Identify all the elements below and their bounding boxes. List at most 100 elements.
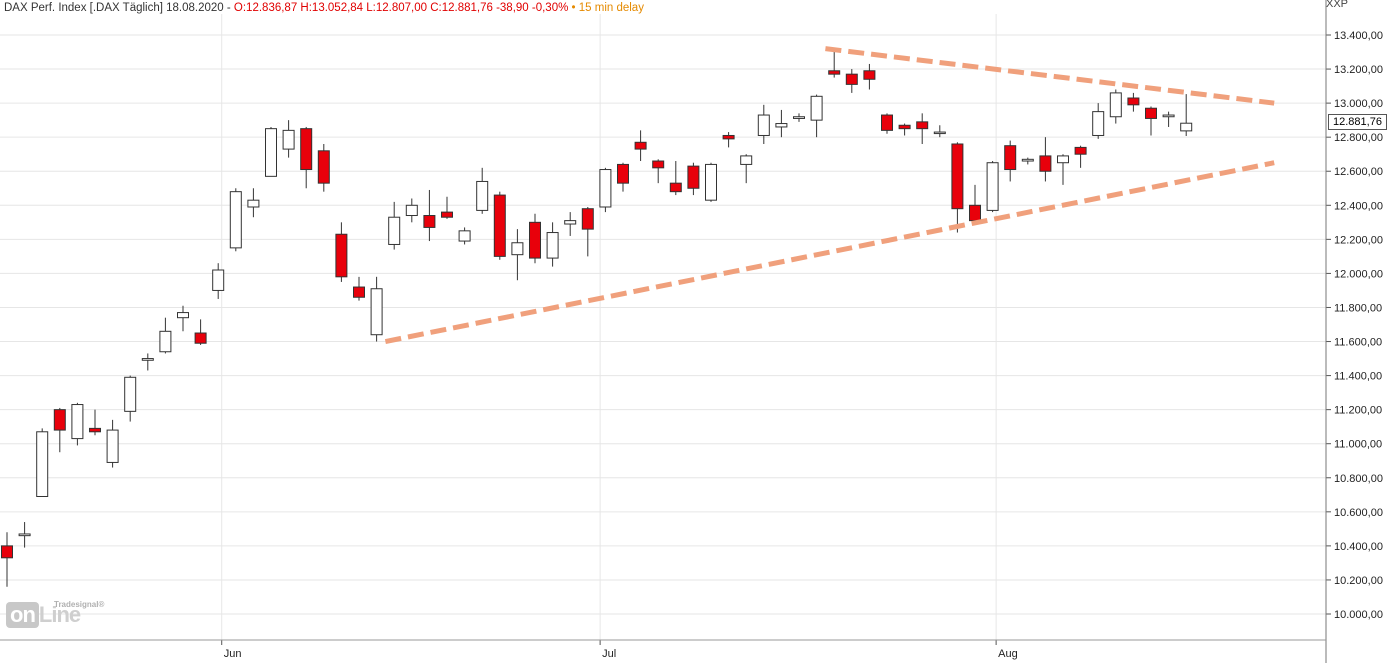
- candle-down: [951, 143, 964, 210]
- candle-up: [177, 312, 189, 319]
- x-tick-label: Jul: [602, 648, 616, 660]
- candle-up: [1180, 122, 1193, 132]
- y-tick-label: 12.000,00: [1334, 268, 1383, 280]
- y-tick-label: 10.000,00: [1334, 609, 1383, 621]
- candle-up: [370, 288, 383, 336]
- candle-down: [300, 128, 313, 171]
- tradesignal-logo: on Line Tradesignal®: [6, 600, 104, 628]
- candle-down: [617, 163, 629, 184]
- candle-up: [212, 269, 225, 291]
- candle-up: [282, 129, 295, 150]
- candle-up: [757, 114, 770, 136]
- x-tick-label: Jun: [224, 648, 242, 660]
- y-tick-label: 13.200,00: [1334, 64, 1383, 76]
- candle-up: [36, 431, 49, 497]
- y-tick-label: 13.400,00: [1334, 30, 1383, 42]
- candle-up: [705, 163, 717, 201]
- candle-down: [916, 121, 929, 130]
- candle-up: [18, 533, 31, 537]
- trendline: [384, 160, 1275, 344]
- candle-down: [1, 545, 13, 559]
- candle-down: [194, 332, 207, 344]
- y-tick-label: 11.800,00: [1334, 302, 1382, 314]
- candle-up: [247, 199, 260, 208]
- candle-up: [511, 242, 524, 256]
- y-tick-label: 10.400,00: [1334, 541, 1383, 553]
- last-price-label: 12.881,76: [1328, 114, 1387, 131]
- candle-up: [793, 116, 805, 119]
- y-tick-label: 11.000,00: [1334, 439, 1382, 451]
- candle-down: [1074, 146, 1087, 155]
- y-tick-label: 13.000,00: [1334, 98, 1383, 110]
- logo-prefix: on: [6, 602, 39, 628]
- logo-suffix: Line: [38, 602, 81, 627]
- candle-up: [564, 220, 577, 225]
- candle-up: [458, 230, 471, 242]
- candle-up: [933, 131, 946, 135]
- delay-note: • 15 min delay: [571, 2, 644, 14]
- candle-down: [1145, 107, 1157, 119]
- candle-up: [810, 95, 823, 121]
- y-tick-label: 12.400,00: [1334, 200, 1383, 212]
- candle-down: [863, 70, 876, 80]
- y-tick-label: 10.200,00: [1334, 575, 1383, 587]
- candle-down: [1039, 155, 1052, 172]
- candle-up: [106, 429, 119, 463]
- candle-down: [634, 141, 647, 150]
- ohlc-values: O:12.836,87 H:13.052,84 L:12.807,00 C:12…: [233, 2, 569, 14]
- chart-header: DAX Perf. Index [.DAX Täglich] 18.08.202…: [4, 2, 644, 14]
- candle-up: [476, 180, 489, 211]
- candle-down: [652, 160, 665, 169]
- candle-up: [1021, 158, 1034, 162]
- trendline: [825, 46, 1275, 106]
- candle-up: [71, 404, 84, 440]
- candle-down: [53, 409, 66, 431]
- candle-up: [546, 232, 559, 259]
- candle-down: [423, 215, 436, 228]
- candle-down: [317, 150, 330, 184]
- candle-up: [986, 162, 999, 211]
- candle-up: [775, 123, 788, 128]
- candle-down: [722, 134, 735, 140]
- candle-down: [89, 427, 101, 433]
- candle-up: [265, 128, 277, 177]
- candle-down: [529, 221, 541, 259]
- candle-up: [1057, 155, 1069, 164]
- candle-down: [493, 194, 506, 257]
- candle-down: [1004, 145, 1017, 171]
- candle-up: [1092, 111, 1105, 136]
- y-tick-label: 11.600,00: [1334, 337, 1382, 349]
- candle-down: [828, 70, 841, 75]
- candle-down: [669, 182, 682, 193]
- y-tick-label: 11.200,00: [1334, 405, 1382, 417]
- candle-up: [740, 155, 753, 165]
- candle-down: [969, 204, 981, 222]
- y-tick-label: 12.800,00: [1334, 132, 1383, 144]
- candle-up: [388, 216, 401, 245]
- candle-down: [353, 286, 365, 298]
- y-tick-label: 12.200,00: [1334, 234, 1383, 246]
- candle-up: [405, 204, 418, 217]
- candle-up: [599, 169, 612, 208]
- symbol-label: XXP: [1326, 0, 1349, 10]
- instrument-label: DAX Perf. Index [.DAX Täglich] 18.08.202…: [4, 2, 234, 14]
- candle-up: [1162, 114, 1175, 118]
- candle-down: [335, 233, 348, 278]
- candle-down: [441, 211, 453, 218]
- candle-up: [159, 330, 172, 353]
- x-tick-label: Aug: [998, 648, 1018, 660]
- candle-down: [898, 124, 911, 130]
- candle-down: [845, 73, 858, 85]
- y-tick-label: 12.600,00: [1334, 166, 1383, 178]
- y-tick-label: 11.400,00: [1334, 371, 1382, 383]
- logo-vendor: Tradesignal®: [54, 600, 105, 609]
- candle-up: [1109, 92, 1122, 118]
- candle-down: [1127, 97, 1140, 106]
- candle-down: [687, 165, 700, 189]
- candle-up: [124, 376, 137, 412]
- y-tick-label: 10.800,00: [1334, 473, 1383, 485]
- candle-up: [229, 191, 242, 249]
- candle-down: [581, 208, 594, 230]
